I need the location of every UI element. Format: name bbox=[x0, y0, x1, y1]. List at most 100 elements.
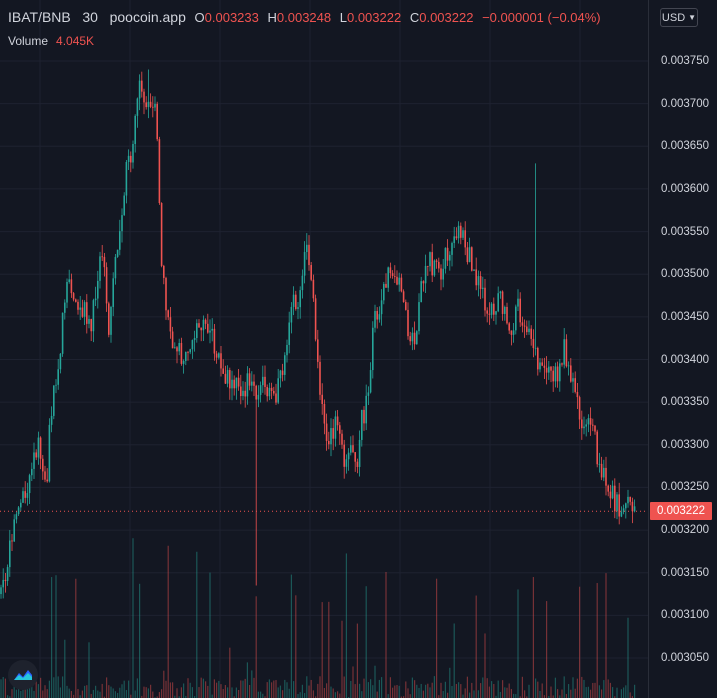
y-tick-label: 0.003350 bbox=[661, 396, 709, 409]
candle-body bbox=[554, 366, 557, 382]
volume-bar bbox=[271, 682, 273, 698]
candle-body bbox=[284, 355, 286, 375]
volume-bar bbox=[422, 690, 424, 698]
y-tick-label: 0.003700 bbox=[661, 97, 709, 110]
candle-body bbox=[9, 540, 11, 568]
candle-body bbox=[369, 370, 372, 393]
candle-body bbox=[541, 362, 543, 366]
candle-body bbox=[427, 265, 429, 267]
candle-body bbox=[616, 494, 618, 512]
candle-body bbox=[418, 302, 420, 332]
candle-body bbox=[299, 290, 301, 308]
candle-body bbox=[583, 426, 585, 429]
candle-body bbox=[165, 277, 167, 311]
volume-bar bbox=[598, 685, 600, 698]
volume-bar bbox=[202, 678, 204, 698]
y-tick-label: 0.003500 bbox=[661, 268, 709, 281]
candle-body bbox=[55, 384, 57, 386]
candle-body bbox=[132, 143, 134, 163]
volume-bar bbox=[416, 684, 418, 698]
candle-body bbox=[600, 463, 603, 478]
candle-body bbox=[550, 366, 552, 371]
volume-bar bbox=[255, 596, 257, 698]
candle-body bbox=[123, 195, 125, 216]
candle-body bbox=[26, 493, 29, 498]
y-tick-label: 0.003200 bbox=[661, 524, 709, 537]
volume-bar bbox=[409, 694, 411, 698]
volume-bar bbox=[482, 677, 484, 698]
price-axis[interactable] bbox=[648, 0, 717, 698]
candle-body bbox=[191, 340, 194, 350]
candle-body bbox=[44, 471, 46, 480]
y-tick-label: 0.003300 bbox=[661, 438, 709, 451]
candle-body bbox=[422, 281, 425, 284]
volume-bar bbox=[227, 687, 229, 698]
volume-bar bbox=[176, 688, 178, 698]
volume-bar bbox=[147, 688, 149, 698]
candle-body bbox=[396, 276, 398, 285]
candle-body bbox=[209, 330, 211, 333]
volume-bar bbox=[414, 680, 416, 698]
candle-body bbox=[563, 339, 565, 365]
high-value: 0.003248 bbox=[276, 10, 332, 25]
candle-body bbox=[108, 303, 110, 335]
volume-bar bbox=[480, 683, 482, 698]
volume-bar bbox=[570, 689, 572, 698]
candle-body bbox=[35, 452, 37, 458]
volume-bar bbox=[576, 678, 578, 698]
candle-body bbox=[50, 415, 53, 425]
candle-body bbox=[193, 337, 196, 341]
candle-body bbox=[605, 467, 607, 486]
volume-bar bbox=[44, 685, 46, 698]
candle-body bbox=[220, 353, 222, 369]
tradingview-logo-icon[interactable] bbox=[8, 660, 38, 690]
volume-bar bbox=[33, 690, 35, 698]
candle-body bbox=[497, 293, 499, 312]
candle-body bbox=[99, 256, 101, 281]
price-chart[interactable] bbox=[0, 0, 648, 698]
candle-body bbox=[570, 365, 572, 382]
currency-label: USD bbox=[661, 11, 686, 24]
volume-bar bbox=[79, 695, 81, 698]
volume-bar bbox=[334, 692, 336, 698]
candle-body bbox=[53, 385, 55, 416]
y-tick-label: 0.003650 bbox=[661, 140, 709, 153]
candle-body bbox=[20, 502, 22, 508]
candle-body bbox=[383, 283, 385, 301]
candle-body bbox=[226, 370, 229, 384]
candle-body bbox=[629, 496, 631, 502]
candle-body bbox=[435, 260, 438, 262]
volume-bar bbox=[616, 687, 618, 698]
candle-body bbox=[103, 256, 106, 268]
volume-bar bbox=[97, 690, 99, 698]
y-tick-label: 0.003550 bbox=[661, 225, 709, 238]
candle-body bbox=[352, 445, 354, 453]
currency-selector[interactable]: USD ▼ bbox=[660, 8, 698, 27]
volume-bar bbox=[411, 677, 413, 698]
chevron-down-icon: ▼ bbox=[688, 13, 697, 22]
volume-bar bbox=[609, 682, 611, 698]
volume-bar bbox=[112, 688, 114, 698]
volume-bar bbox=[132, 538, 134, 698]
volume-bar bbox=[488, 686, 490, 698]
volume-bar bbox=[484, 633, 486, 698]
volume-bars bbox=[0, 538, 636, 698]
volume-bar bbox=[84, 685, 86, 698]
candle-body bbox=[504, 306, 506, 314]
volume-bar bbox=[152, 691, 154, 698]
volume-bar bbox=[493, 683, 495, 698]
volume-bar bbox=[110, 686, 112, 698]
volume-bar bbox=[174, 695, 176, 698]
candle-body bbox=[110, 306, 112, 335]
candle-body bbox=[297, 307, 299, 309]
candle-body bbox=[609, 491, 612, 499]
candle-body bbox=[156, 103, 158, 140]
volume-bar bbox=[447, 692, 449, 698]
volume-bar bbox=[506, 687, 508, 698]
volume-bar bbox=[235, 687, 237, 698]
candle-body bbox=[424, 265, 427, 284]
candle-body bbox=[136, 98, 139, 116]
volume-bar bbox=[48, 680, 50, 698]
volume-bar bbox=[583, 679, 585, 698]
volume-bar bbox=[543, 695, 545, 698]
